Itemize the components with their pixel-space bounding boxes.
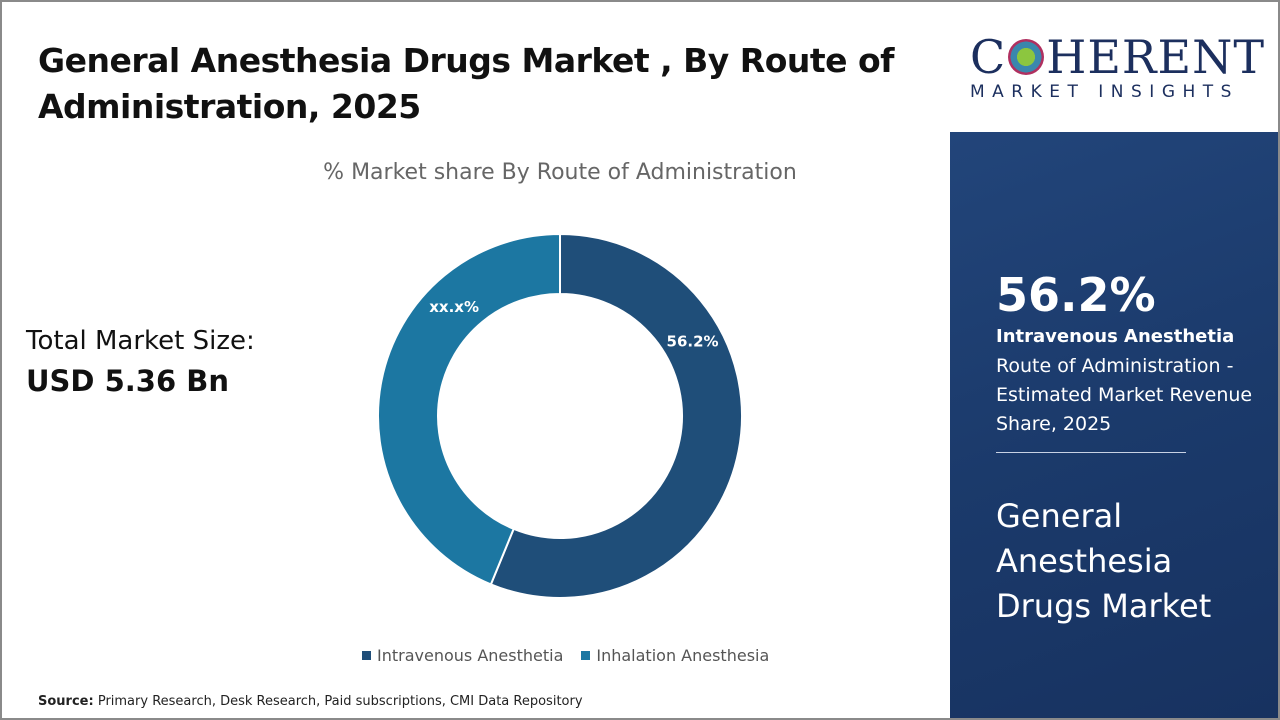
legend-item: Intravenous Anesthetia xyxy=(362,646,563,665)
highlight-segment: Intravenous Anesthetia xyxy=(996,326,1235,347)
source-text: Primary Research, Desk Research, Paid su… xyxy=(97,694,583,709)
page-title: General Anesthesia Drugs Market , By Rou… xyxy=(38,41,895,126)
legend-swatch xyxy=(362,651,371,660)
legend-label: Intravenous Anesthetia xyxy=(377,646,564,665)
chart-title: % Market share By Route of Administratio… xyxy=(323,160,797,185)
highlight-value: 56.2% xyxy=(996,268,1156,322)
company-logo: C HERENT MARKET INSIGHTS xyxy=(950,2,1278,132)
donut-slice xyxy=(489,232,743,599)
data-label: 56.2% xyxy=(667,333,719,351)
chart-legend: Intravenous Anesthetia Inhalation Anesth… xyxy=(362,646,769,665)
market-size-value: USD 5.36 Bn xyxy=(26,364,229,398)
legend-swatch xyxy=(581,651,591,660)
legend-label: Inhalation Anesthesia xyxy=(596,646,770,665)
market-size-label: Total Market Size: xyxy=(26,326,255,356)
logo-wordmark: C HERENT xyxy=(970,30,1266,84)
market-name: General Anesthesia Drugs Market xyxy=(996,497,1212,625)
source-label: Source: xyxy=(38,694,94,709)
globe-icon xyxy=(1008,39,1045,75)
donut-slice xyxy=(377,232,561,586)
highlight-panel: 56.2% Intravenous Anesthetia Route of Ad… xyxy=(950,132,1278,718)
legend-item: Inhalation Anesthesia xyxy=(581,646,769,665)
logo-tagline: MARKET INSIGHTS xyxy=(970,82,1239,102)
divider xyxy=(996,452,1186,453)
source-note: Source: Primary Research, Desk Research,… xyxy=(38,694,583,709)
highlight-description: Route of Administration - Estimated Mark… xyxy=(996,355,1253,435)
data-label: xx.x% xyxy=(429,298,479,316)
donut-chart: 56.2% xx.x% xyxy=(377,232,743,599)
